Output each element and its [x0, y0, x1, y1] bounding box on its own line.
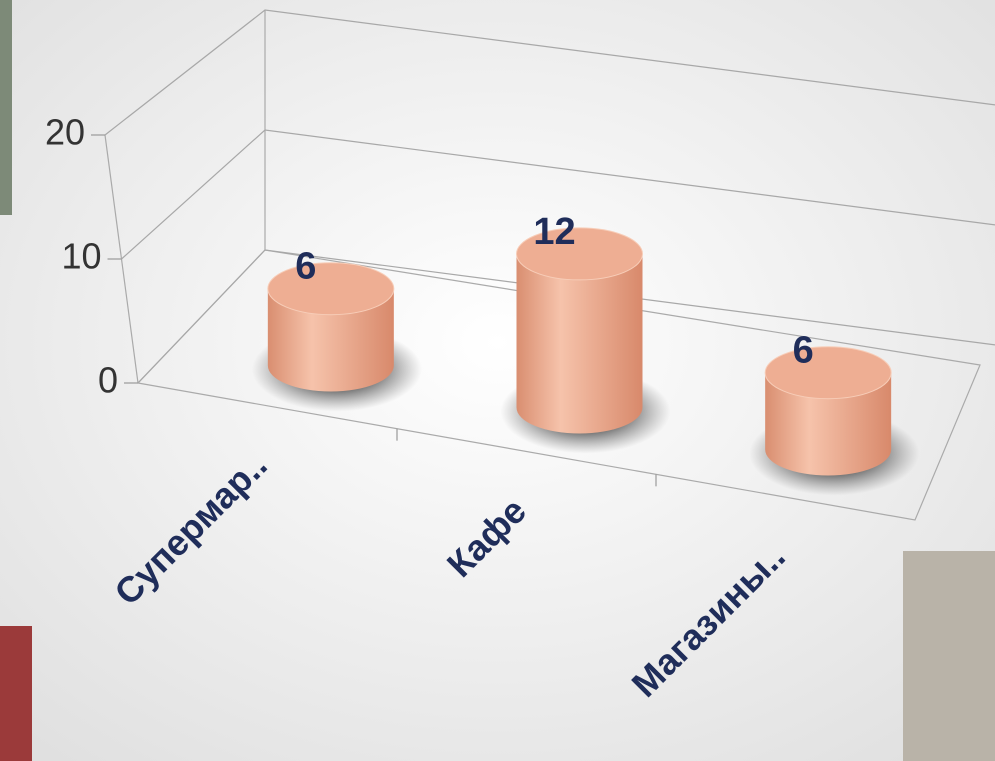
data-label: 6 — [793, 330, 814, 372]
cylinder-top — [267, 262, 395, 316]
photo — [0, 626, 32, 761]
cylinder — [765, 372, 892, 476]
cylinder-top — [764, 346, 892, 400]
photo — [903, 551, 995, 761]
y-tick-label: 20 — [45, 112, 85, 153]
grid-line — [121, 129, 995, 260]
y-tick-label: 10 — [61, 236, 101, 277]
y-tick-label: 0 — [98, 360, 118, 401]
photo — [0, 0, 12, 215]
cylinder-top — [516, 227, 643, 281]
cylinder — [267, 288, 394, 392]
data-label: 6 — [295, 246, 316, 288]
cylinder — [516, 253, 643, 434]
grid-line — [104, 9, 995, 136]
grid-line — [137, 249, 995, 384]
data-label: 12 — [533, 211, 575, 253]
